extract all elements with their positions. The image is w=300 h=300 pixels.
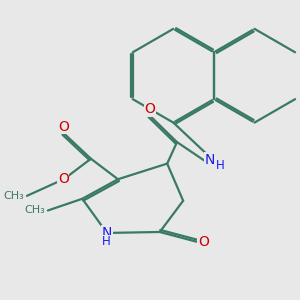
Text: O: O: [145, 102, 155, 116]
Text: CH₃: CH₃: [25, 206, 46, 215]
Text: H: H: [216, 159, 225, 172]
Text: N: N: [102, 226, 112, 240]
Text: O: O: [58, 120, 69, 134]
Text: O: O: [198, 235, 209, 249]
Text: H: H: [102, 236, 111, 248]
Text: N: N: [205, 153, 215, 167]
Text: O: O: [58, 172, 69, 186]
Text: CH₃: CH₃: [4, 191, 25, 201]
